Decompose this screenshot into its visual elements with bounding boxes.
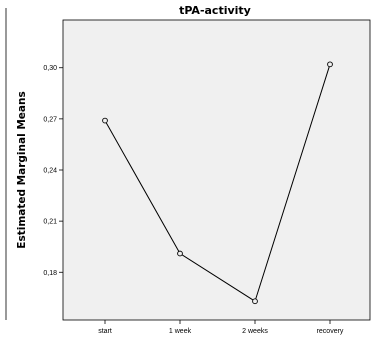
y-axis-ticks: 0,18 0,21 0,24 0,27 0,30 (43, 65, 63, 277)
series-line (104, 64, 331, 303)
y-tick-label: 0,18 (43, 270, 57, 277)
y-tick-label: 0,24 (43, 168, 57, 175)
data-point (177, 250, 183, 257)
data-point (327, 61, 333, 68)
data-point (102, 117, 108, 124)
x-axis-ticks: start 1 week 2 weeks recovery (98, 320, 344, 335)
data-point (252, 298, 258, 305)
x-tick-label: 2 weeks (242, 328, 268, 335)
x-tick-label: 1 week (169, 328, 192, 335)
series-layer (102, 61, 333, 305)
y-tick-label: 0,27 (43, 116, 57, 123)
x-tick-label: recovery (317, 328, 344, 335)
plot-area (62, 19, 371, 321)
x-tick-label: start (98, 328, 112, 335)
chart-title: tPA-activity (179, 4, 251, 17)
y-tick-label: 0,21 (43, 219, 57, 226)
y-tick-label: 0,30 (43, 65, 57, 72)
y-axis-label: Estimated Marginal Means (16, 91, 28, 248)
